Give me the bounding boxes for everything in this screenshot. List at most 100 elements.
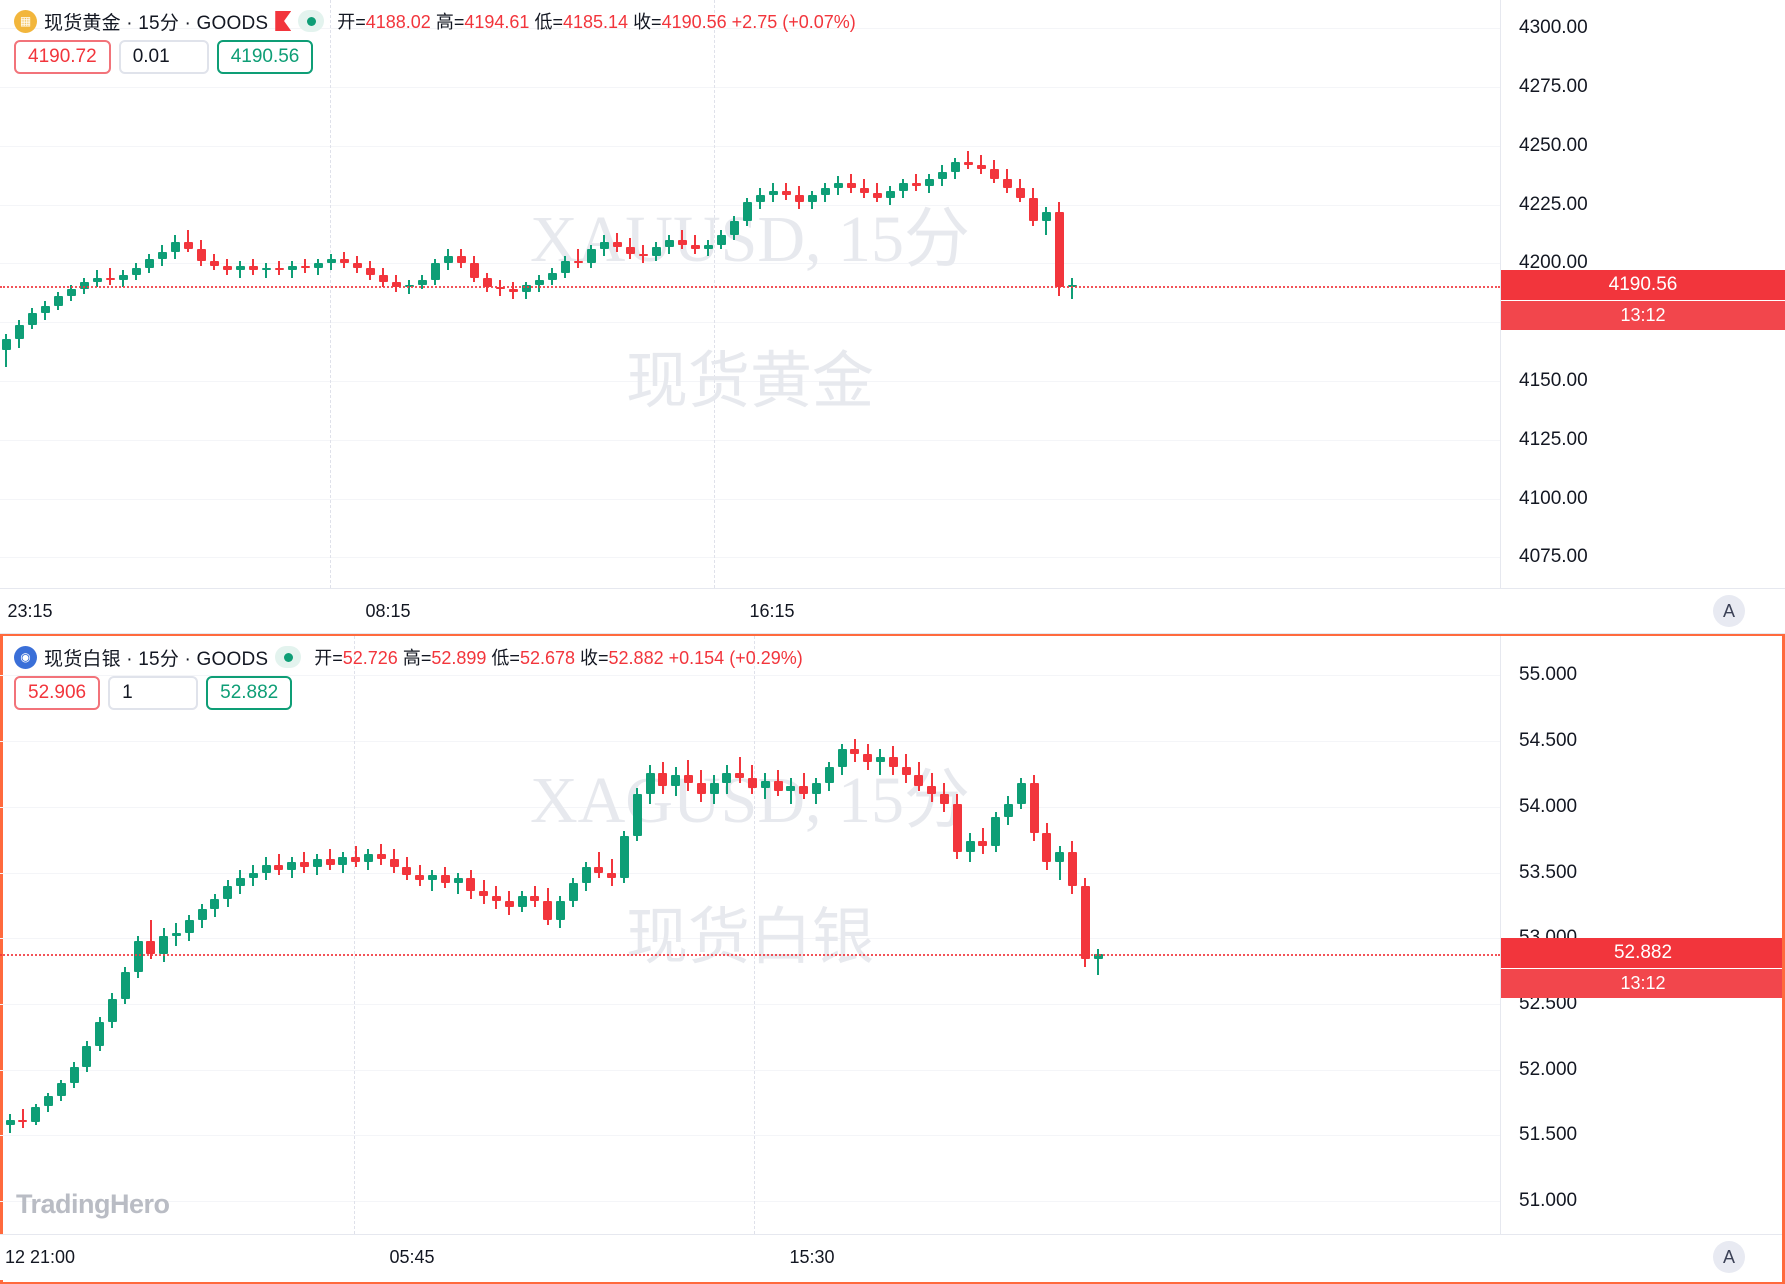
- candle-body: [612, 242, 622, 247]
- candlestick: [755, 188, 765, 210]
- candle-wick: [149, 919, 152, 960]
- symbol-title-gold[interactable]: 现货黄金 · 15分 · GOODS: [44, 12, 269, 34]
- auto-scale-button-gold[interactable]: A: [1713, 595, 1745, 627]
- chart-plot-gold[interactable]: XAUUSD, 15分 现货黄金: [0, 0, 1500, 588]
- candle-body: [773, 780, 783, 792]
- candle-body: [820, 188, 830, 196]
- candlestick: [651, 242, 661, 262]
- chart-plot-silver[interactable]: XAGUSD, 15分 现货白银: [0, 636, 1500, 1234]
- time-tick: 08:15: [365, 601, 411, 621]
- candle-body: [415, 875, 425, 881]
- candlestick: [696, 770, 706, 802]
- candle-body: [299, 862, 309, 868]
- candle-wick: [577, 249, 579, 269]
- candlestick: [352, 256, 362, 273]
- candlestick: [427, 869, 437, 891]
- candlestick: [1042, 822, 1052, 870]
- legend-silver: ◉ 现货白银 · 15分 · GOODS 开=52.726 高=52.899 低…: [14, 644, 803, 710]
- candlestick: [504, 890, 514, 915]
- candle-body: [479, 890, 489, 897]
- price-tick: 54.000: [1519, 795, 1578, 817]
- red-flag-icon[interactable]: [275, 11, 291, 31]
- candle-body: [159, 935, 169, 955]
- price-axis-silver[interactable]: 55.00054.50054.00053.50053.00052.50052.0…: [1500, 636, 1785, 1236]
- candle-body: [703, 244, 713, 250]
- candle-body: [157, 251, 167, 259]
- candle-body: [599, 242, 609, 250]
- candlestick: [1029, 775, 1039, 842]
- candle-body: [950, 162, 960, 172]
- bid-price-silver[interactable]: 52.906: [14, 676, 101, 710]
- time-tick: 23:15: [7, 601, 53, 621]
- candlestick: [586, 244, 596, 269]
- last-price-badge[interactable]: 4190.56: [1501, 269, 1785, 300]
- candle-body: [222, 265, 232, 271]
- time-axis-gold[interactable]: A 23:15 08:15 16:15: [0, 588, 1785, 634]
- candle-body: [235, 265, 245, 271]
- time-tick: 16:15: [749, 601, 795, 621]
- candlestick: [989, 159, 999, 184]
- candlestick: [534, 275, 544, 292]
- quantity-input-silver[interactable]: 1: [108, 676, 199, 710]
- candlestick: [171, 922, 181, 947]
- axis-divider: [0, 633, 1785, 634]
- candlestick: [1028, 188, 1038, 226]
- symbol-title-silver[interactable]: 现货白银 · 15分 · GOODS: [44, 648, 269, 670]
- candle-body: [658, 772, 668, 786]
- candle-body: [833, 183, 843, 189]
- candlestick: [209, 254, 219, 271]
- candlestick: [415, 864, 425, 886]
- last-price-badge[interactable]: 52.882: [1501, 937, 1785, 968]
- candle-body: [5, 1119, 15, 1125]
- candle-body: [27, 312, 37, 325]
- ask-price-silver[interactable]: 52.882: [206, 676, 293, 710]
- candlestick: [402, 856, 412, 881]
- candlestick: [671, 767, 681, 797]
- candlestick: [863, 743, 873, 771]
- candle-body: [453, 877, 463, 884]
- price-tick: 4100.00: [1519, 487, 1588, 509]
- candlestick: [466, 869, 476, 899]
- candlestick: [146, 919, 156, 960]
- candle-body: [755, 195, 765, 203]
- green-dot-icon[interactable]: [298, 10, 325, 32]
- open-label: 开=: [314, 648, 343, 668]
- candlestick: [495, 279, 505, 297]
- candle-body: [95, 1022, 105, 1047]
- quantity-input-gold[interactable]: 0.01: [118, 40, 209, 74]
- candle-body: [1028, 197, 1038, 222]
- candle-body: [14, 324, 24, 339]
- close-label: 收=: [580, 648, 609, 668]
- candle-body: [235, 877, 245, 886]
- candle-body: [69, 1067, 79, 1083]
- price-tick: 4275.00: [1519, 76, 1588, 98]
- bid-price-gold[interactable]: 4190.72: [14, 40, 111, 74]
- chart-panel-gold[interactable]: XAUUSD, 15分 现货黄金 ▦ 现货黄金 · 15分 · GOODS 开=4…: [0, 0, 1785, 634]
- candle-body: [573, 261, 583, 264]
- candle-body: [378, 275, 388, 283]
- candlestick: [850, 738, 860, 763]
- candle-wick: [187, 230, 189, 252]
- chart-panel-silver[interactable]: XAGUSD, 15分 现货白银 ◉ 现货白银 · 15分 · GOODS 开=5…: [0, 634, 1785, 1284]
- candle-body: [677, 239, 687, 245]
- candlestick: [837, 743, 847, 776]
- candle-body: [560, 261, 570, 273]
- candle-body: [722, 772, 732, 784]
- candle-body: [735, 772, 745, 778]
- candlestick: [196, 239, 206, 266]
- price-axis-gold[interactable]: 4300.004275.004250.004225.004200.004175.…: [1500, 0, 1785, 588]
- high-value: 4194.61: [464, 12, 530, 32]
- candlestick: [482, 272, 492, 292]
- auto-scale-button-silver[interactable]: A: [1713, 1241, 1745, 1273]
- grid-line: [0, 498, 1500, 500]
- candle-body: [456, 256, 466, 264]
- candle-wick: [265, 263, 267, 278]
- green-dot-icon[interactable]: [275, 646, 302, 668]
- time-axis-silver[interactable]: A 12 21:00 05:45 15:30: [0, 1234, 1785, 1280]
- gold-coin-icon: ▦: [14, 9, 37, 33]
- candlestick: [1054, 202, 1064, 297]
- candle-body: [196, 249, 206, 262]
- candle-body: [898, 183, 908, 191]
- ask-price-gold[interactable]: 4190.56: [216, 40, 314, 74]
- candlestick: [794, 185, 804, 210]
